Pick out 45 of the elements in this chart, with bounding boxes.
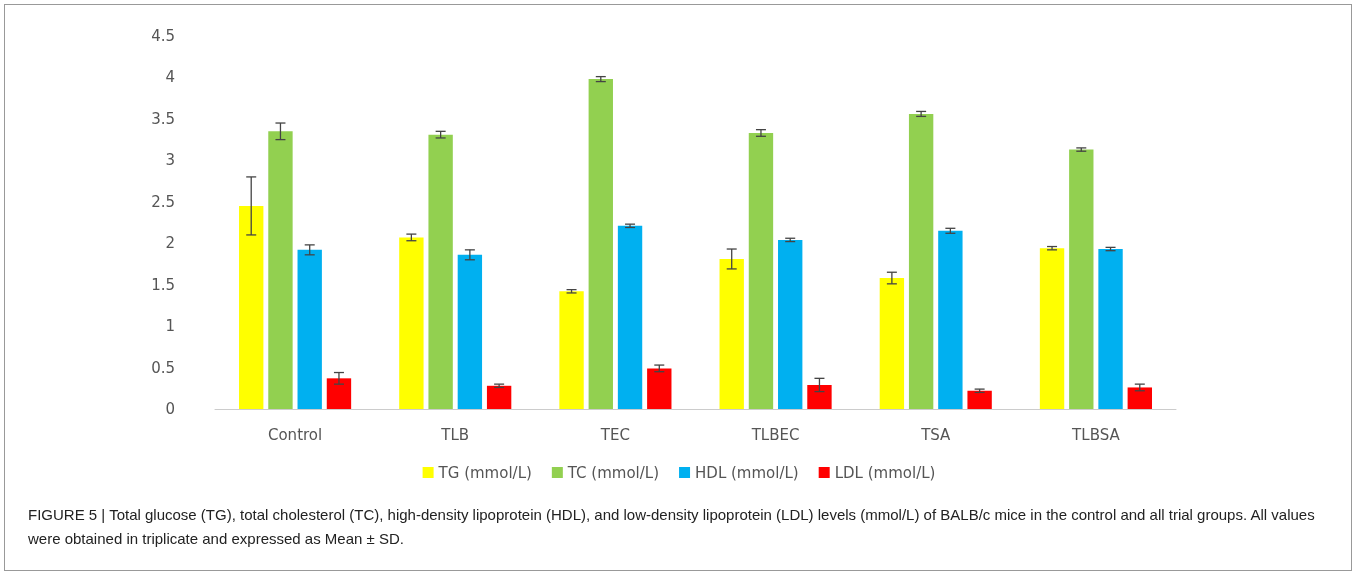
bar xyxy=(239,205,264,409)
bar xyxy=(748,132,774,409)
bar xyxy=(559,291,584,409)
bar xyxy=(399,237,424,409)
bar xyxy=(1069,149,1094,409)
bar xyxy=(647,368,672,409)
y-tick-label: 2 xyxy=(165,234,175,253)
bar xyxy=(719,258,744,409)
bar xyxy=(617,225,643,409)
caption: FIGURE 5 | Total glucose (TG), total cholesterol (TC), high-density lipoprotein (HDL), and low-density lipoprotein (LDL) levels (mmol/L) of BALB/c mice in the control and all trial groups. All values were obtained in triplicate and expressed as Mean ± SD. xyxy=(28,505,1316,549)
y-tick-label: 2.5 xyxy=(151,192,175,211)
bar xyxy=(588,79,613,409)
bar xyxy=(908,113,934,409)
y-tick-label: 3.5 xyxy=(151,109,175,128)
x-tick-label: TLBSA xyxy=(1071,425,1121,444)
y-tick-label: 4 xyxy=(165,68,175,87)
y-tick-label: 1.5 xyxy=(151,275,175,294)
legend-label: TG (mmol/L) xyxy=(437,463,532,482)
bar xyxy=(879,278,905,409)
y-tick-label: 3 xyxy=(165,151,175,170)
y-tick-label: 1 xyxy=(165,317,175,336)
y-tick-label: 0.5 xyxy=(151,358,175,377)
x-tick-label: TLBEC xyxy=(750,425,800,444)
bar xyxy=(1098,249,1123,409)
bar xyxy=(486,385,512,409)
bar xyxy=(778,239,803,409)
bar xyxy=(807,384,832,409)
bar xyxy=(457,254,483,409)
x-tick-label: Control xyxy=(267,425,323,444)
x-tick-label: TEC xyxy=(599,425,630,444)
bar xyxy=(326,378,352,409)
x-tick-label: TLB xyxy=(440,425,470,444)
bar xyxy=(1039,248,1065,409)
y-tick-label: 0 xyxy=(165,400,175,418)
y-tick-label: 4.5 xyxy=(151,27,175,45)
legend-label: HDL (mmol/L) xyxy=(695,463,799,482)
bar xyxy=(967,390,992,409)
bar xyxy=(938,230,963,409)
bar xyxy=(268,131,293,409)
x-tick-label: TSA xyxy=(920,425,952,444)
bar xyxy=(1127,387,1152,409)
bar xyxy=(428,134,453,409)
bar xyxy=(297,249,322,409)
legend-label: LDL (mmol/L) xyxy=(834,463,936,482)
legend-label: TC (mmol/L) xyxy=(566,463,660,482)
